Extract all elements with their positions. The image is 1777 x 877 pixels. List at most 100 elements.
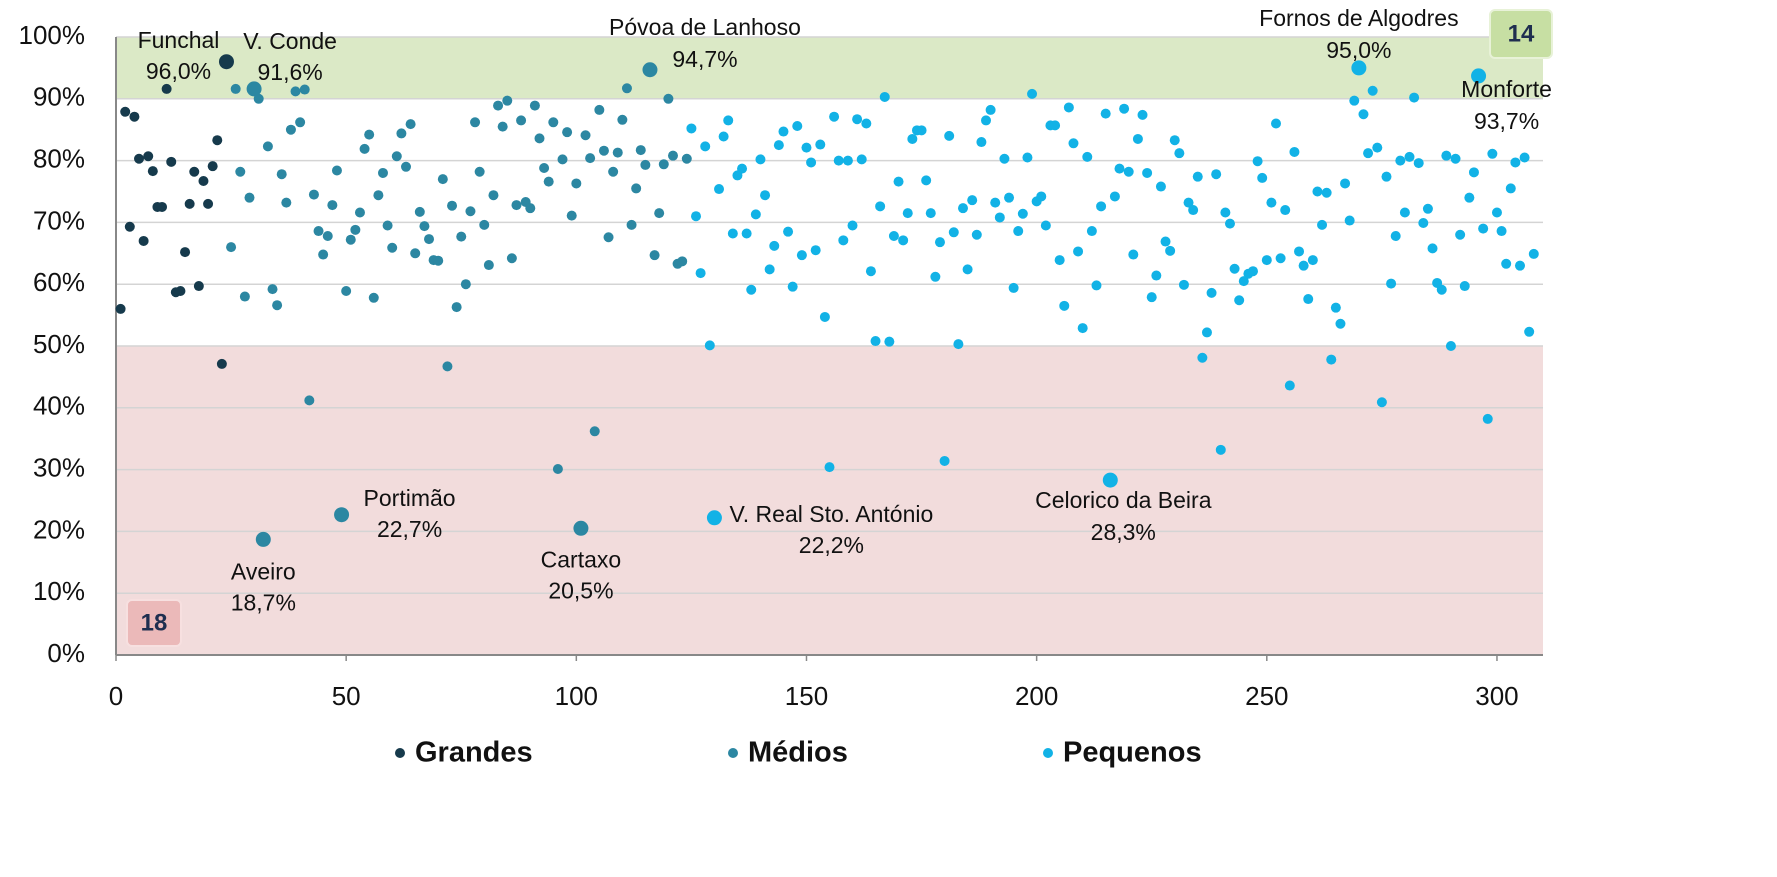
point (451, 302, 462, 313)
point (373, 190, 384, 201)
point (957, 203, 968, 214)
point (737, 163, 748, 174)
point (1109, 191, 1120, 202)
point (239, 291, 250, 302)
point (971, 229, 982, 240)
point (391, 151, 402, 162)
point (990, 197, 1001, 208)
point (304, 395, 315, 406)
band (116, 37, 1543, 99)
point (642, 62, 658, 78)
point (801, 142, 812, 153)
point (180, 247, 191, 258)
point (792, 120, 803, 131)
point (405, 119, 416, 130)
point (382, 220, 393, 231)
point (1077, 323, 1088, 334)
point (447, 200, 458, 211)
point (322, 230, 333, 241)
point (580, 130, 591, 141)
point (1519, 152, 1530, 163)
point (1114, 163, 1125, 174)
point (1376, 397, 1387, 408)
point (1275, 253, 1286, 264)
point (1257, 172, 1268, 183)
point (557, 154, 568, 165)
point (594, 104, 605, 115)
point (534, 133, 545, 144)
point (727, 228, 738, 239)
legend-label: Médios (748, 737, 848, 769)
point (511, 200, 522, 211)
annotation-name: Celorico da Beira (1035, 487, 1212, 513)
point (1238, 276, 1249, 287)
point (916, 125, 927, 136)
point (718, 131, 729, 142)
point (1142, 167, 1153, 178)
point (1298, 260, 1309, 271)
point (1151, 270, 1162, 281)
point (1445, 341, 1456, 351)
point (493, 100, 504, 111)
point (552, 463, 563, 474)
point (396, 128, 407, 139)
point (902, 208, 913, 219)
point (953, 339, 964, 350)
point (543, 176, 554, 187)
annotation-value: 22,7% (377, 516, 442, 542)
point (262, 141, 273, 152)
point (714, 184, 725, 195)
x-tick-label: 100 (555, 681, 598, 711)
point (773, 140, 784, 151)
point (1022, 152, 1033, 163)
point (207, 161, 218, 172)
point (1464, 192, 1475, 203)
point (934, 237, 945, 248)
point (787, 281, 798, 292)
y-tick-label: 30% (33, 452, 85, 482)
point (1330, 302, 1341, 313)
point (189, 166, 200, 177)
point (1261, 255, 1272, 266)
point (1174, 148, 1185, 159)
point (1211, 169, 1222, 180)
point (1422, 203, 1433, 214)
point (313, 226, 324, 237)
point (1491, 207, 1502, 218)
point (677, 256, 688, 267)
point (819, 311, 830, 322)
point (1478, 223, 1489, 234)
point (157, 201, 168, 212)
point (161, 83, 172, 94)
point (769, 240, 780, 251)
point (1390, 230, 1401, 241)
point (865, 266, 876, 277)
point (723, 115, 734, 126)
point (1178, 279, 1189, 290)
point (612, 147, 623, 158)
point (598, 145, 609, 156)
y-tick-label: 10% (33, 576, 85, 606)
point (1487, 148, 1498, 159)
annotation-name: Fornos de Algodres (1259, 5, 1458, 31)
point (129, 111, 140, 122)
annotation-value: 20,5% (548, 577, 613, 603)
point (1017, 208, 1028, 219)
point (138, 235, 149, 246)
point (921, 175, 932, 186)
point (1220, 207, 1231, 218)
point (1091, 280, 1102, 291)
legend-marker (1043, 748, 1053, 758)
y-tick-label: 70% (33, 205, 85, 235)
point (695, 268, 706, 279)
count-badge (1489, 9, 1553, 59)
point (1183, 197, 1194, 208)
point (1372, 142, 1383, 153)
point (483, 260, 494, 271)
point (1514, 260, 1525, 271)
point (806, 157, 817, 168)
point (1307, 255, 1318, 266)
point (1505, 183, 1516, 194)
point (1381, 171, 1392, 182)
point (525, 203, 536, 214)
